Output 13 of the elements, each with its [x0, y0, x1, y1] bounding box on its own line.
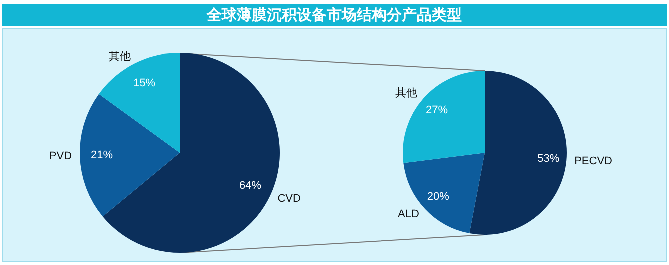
text: 全球薄膜沉积设备市场结构分产品类型: [2, 4, 667, 26]
slice-label: 其他: [395, 86, 418, 100]
data-label: 27%: [426, 104, 448, 117]
data-label: 64%: [240, 180, 262, 192]
data-label: 20%: [427, 190, 450, 203]
data-label: 21%: [91, 149, 114, 162]
slice-label: ALD: [398, 208, 420, 221]
slice-label: CVD: [278, 193, 301, 206]
slice-label: 其他: [108, 50, 131, 63]
slice-label: PECVD: [574, 156, 613, 168]
slice-label: PVD: [49, 150, 72, 162]
data-label: 15%: [134, 78, 156, 90]
data-label: 53%: [538, 153, 560, 166]
